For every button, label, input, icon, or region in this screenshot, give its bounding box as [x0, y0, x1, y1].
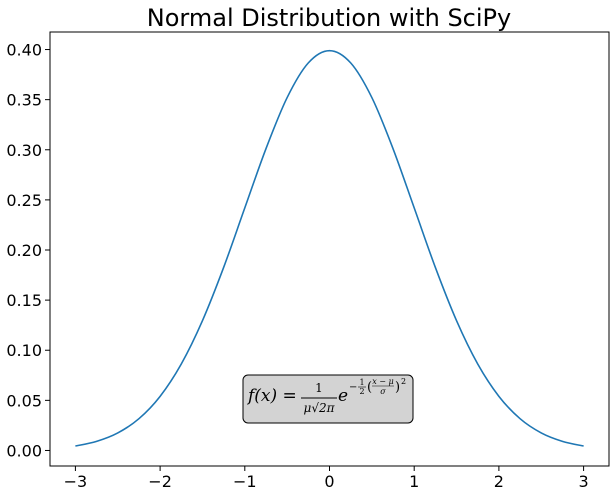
data-point: [180, 363, 182, 365]
data-point: [562, 441, 564, 443]
data-point: [519, 418, 521, 420]
formula-exp-rparen: ): [395, 380, 400, 395]
x-tick-label: 2: [494, 472, 504, 491]
data-point: [308, 62, 310, 64]
data-point: [117, 432, 119, 434]
formula-exp-half-num: 1: [359, 378, 364, 387]
data-point: [244, 207, 246, 209]
y-tick-label: 0.05: [6, 391, 42, 410]
y-tick-label: 0.20: [6, 241, 42, 260]
formula-exp-inner-num: x − μ: [372, 377, 394, 386]
y-tick-label: 0.35: [6, 91, 42, 110]
data-point: [540, 432, 542, 434]
formula-annotation: f(x) = 1 μ√2π e − 1 2 ( x − μ σ ) 2: [242, 374, 414, 424]
data-point: [265, 148, 267, 150]
data-point: [435, 267, 437, 269]
formula-frac-num: 1: [315, 381, 323, 395]
data-point: [75, 445, 77, 447]
x-tick-label: 3: [578, 472, 588, 491]
series-layer: [75, 49, 585, 447]
y-tick-label: 0.40: [6, 41, 42, 60]
formula-frac-den: μ√2π: [304, 401, 336, 415]
y-tick-label: 0.15: [6, 291, 42, 310]
series-line: [75, 49, 584, 447]
y-tick-label: 0.30: [6, 141, 42, 160]
data-point: [329, 50, 331, 52]
x-tick-label: −2: [148, 472, 172, 491]
data-point: [371, 97, 373, 99]
data-point: [96, 441, 98, 443]
data-point: [159, 396, 161, 398]
y-tick-label: 0.25: [6, 191, 42, 210]
x-tick-label: −3: [64, 472, 88, 491]
formula-exp-power: 2: [401, 377, 406, 386]
y-tick-label: 0.10: [6, 341, 42, 360]
data-point: [413, 207, 415, 209]
x-tick-label: −1: [233, 472, 257, 491]
plot-frame: [49, 31, 610, 467]
x-tick-label: 1: [409, 472, 419, 491]
formula-base: e: [338, 386, 348, 406]
formula-exp-sign: −: [349, 382, 357, 393]
axis-ticks: −3 −2 −1 0 1 2 30.000.050.100.150.200.250.300.…: [6, 41, 588, 491]
data-point: [138, 418, 140, 420]
data-point: [477, 363, 479, 365]
data-point: [286, 97, 288, 99]
data-point: [498, 396, 500, 398]
formula-box: [242, 374, 414, 424]
data-point: [392, 148, 394, 150]
data-point: [583, 445, 585, 447]
data-point: [223, 267, 225, 269]
data-point: [350, 62, 352, 64]
data-point: [202, 320, 204, 322]
data-point: [456, 320, 458, 322]
y-tick-label: 0.00: [6, 441, 42, 460]
formula-exp-lparen: (: [367, 380, 372, 395]
chart-title: Normal Distribution with SciPy: [147, 4, 511, 32]
formula-f: f(x) =: [246, 386, 297, 406]
formula-exp-half-den: 2: [359, 387, 364, 396]
x-tick-label: 0: [324, 472, 334, 491]
formula-exp-inner-den: σ: [380, 387, 386, 396]
